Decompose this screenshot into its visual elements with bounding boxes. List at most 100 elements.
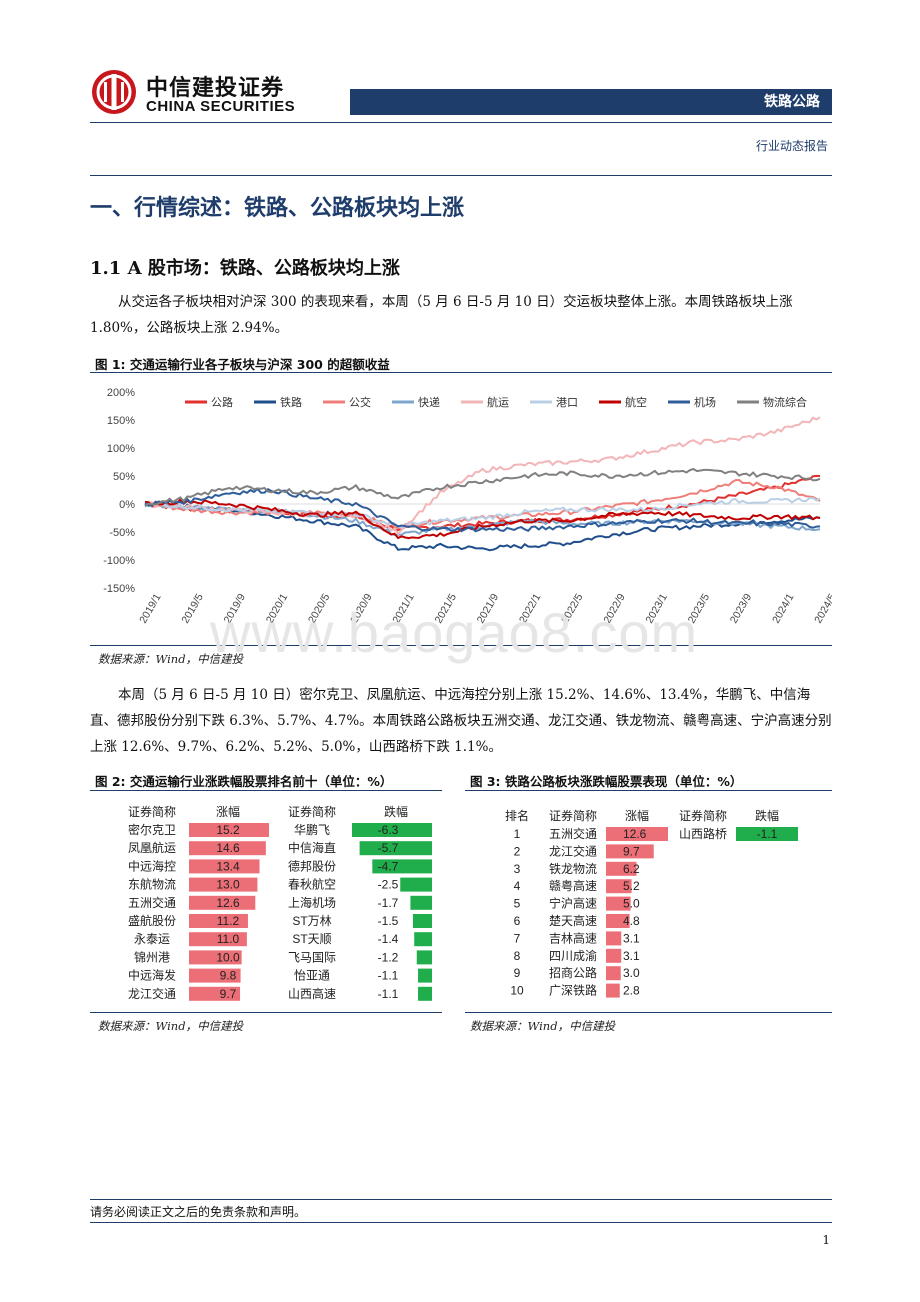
rank-cell: 7 (514, 931, 521, 945)
gainer-value: 9.7 (220, 987, 237, 1001)
gain-value: 4.8 (623, 914, 640, 928)
loser-name: 上海机场 (288, 895, 336, 910)
footer-rule (90, 1199, 832, 1200)
gainer-name: 中远海发 (128, 968, 176, 983)
figure-3-bottom-rule (465, 1012, 832, 1013)
stock-name: 赣粤高速 (549, 878, 597, 893)
gainer-name: 永泰运 (134, 932, 170, 946)
gainer-bar (189, 968, 241, 983)
series-line-8 (144, 467, 821, 507)
figure-1-bottom-rule (90, 645, 832, 646)
figure-1-title: 图 1: 交通运输行业各子板块与沪深 300 的超额收益 (95, 357, 390, 372)
table-header: 涨幅 (625, 808, 649, 823)
gainer-name: 东航物流 (128, 877, 176, 892)
legend-label: 航空 (625, 395, 647, 409)
loser-name: 山西路桥 (679, 826, 727, 841)
legend-label: 公路 (211, 396, 233, 409)
rank-cell: 1 (514, 827, 521, 841)
logo-cn-text: 中信建投证券 (146, 76, 285, 101)
page-number: 1 (822, 1233, 830, 1247)
y-tick-label: 50% (113, 471, 135, 483)
series-line-5 (144, 496, 821, 529)
rank-cell: 4 (514, 879, 521, 893)
gainer-value: 11.2 (217, 914, 240, 928)
loser-value: -1.1 (378, 969, 399, 983)
gainer-name: 五洲交通 (128, 895, 176, 910)
footer-rule-2 (90, 1222, 832, 1223)
legend-label: 港口 (556, 396, 578, 409)
figure-2-top-rule (90, 790, 442, 791)
rank-cell: 9 (514, 966, 521, 980)
gainer-value: 11.0 (217, 932, 240, 946)
gainer-bar (189, 841, 266, 856)
loser-name: 山西高速 (288, 986, 336, 1001)
gainer-name: 龙江交通 (128, 986, 176, 1001)
gain-value: 12.6 (623, 827, 647, 841)
x-tick-label: 2024/5 (812, 592, 832, 626)
gain-bar (606, 948, 622, 963)
y-tick-label: -50% (109, 527, 135, 539)
gain-value: 3.1 (623, 931, 640, 945)
loser-bar (418, 986, 432, 1001)
excess-return-chart-svg: 200% 150% 100% 50% 0% -50% -100% -150%2019/1 201… (103, 387, 839, 626)
legend-label: 航运 (487, 395, 509, 409)
gain-bar (606, 931, 622, 946)
stock-name: 铁龙物流 (549, 862, 597, 876)
gain-bar (606, 896, 631, 911)
header-rule (90, 122, 832, 123)
gain-value: 3.1 (623, 949, 640, 963)
gain-bar (606, 879, 632, 894)
gain-bar (606, 914, 630, 928)
gainer-bar (189, 950, 242, 965)
rank-cell: 6 (514, 914, 521, 928)
loser-name: ST万林 (292, 914, 331, 928)
subsection-heading: 1.1 A 股市场：铁路、公路板块均上涨 (90, 258, 400, 279)
loser-name: 华鹏飞 (294, 823, 330, 837)
gainer-bar (189, 914, 248, 928)
figure-1-top-rule (90, 372, 832, 373)
top-ten-table: 证券简称 涨幅 证券简称 跌幅 密尔克卫 15.2 凤凰航运 14.6 中远海控 13.4 东航物流… (90, 794, 442, 1006)
loser-bar (416, 950, 432, 965)
loser-bar (400, 877, 432, 892)
rank-cell: 10 (510, 984, 524, 998)
table-header: 涨幅 (216, 804, 240, 819)
gainer-value: 15.2 (216, 823, 240, 837)
table-header: 跌幅 (755, 808, 779, 823)
gain-bar (606, 844, 654, 859)
loser-bar (410, 895, 432, 910)
section-banner: 铁路公路 (350, 89, 832, 115)
table-header: 跌幅 (384, 804, 408, 819)
table-header: 证券简称 (549, 808, 597, 823)
gainer-value: 13.0 (216, 878, 240, 892)
gain-bar (606, 861, 637, 876)
legend-label: 公交 (349, 395, 371, 409)
loser-name: 飞马国际 (288, 950, 336, 964)
loser-value: -1.1 (757, 827, 778, 841)
rail-road-table: 排名 证券简称 涨幅 证券简称 跌幅 1 五洲交通 12.6 2 龙江交通 9.7 3 铁龙物流 6.2 4… (465, 794, 832, 1006)
table-header: 证券简称 (288, 804, 336, 819)
loser-bar (372, 859, 432, 874)
rank-cell: 2 (514, 844, 521, 858)
figure-3-title: 图 3: 铁路公路板块涨跌幅股票表现（单位：%） (470, 774, 743, 789)
stock-name: 龙江交通 (549, 843, 597, 858)
excess-return-chart: 200% 150% 100% 50% 0% -50% -100% -150% 2019/1 201… (90, 376, 839, 644)
figure-1-source: 数据来源：Wind，中信建投 (98, 652, 244, 666)
gain-value: 6.2 (623, 862, 640, 876)
loser-value: -1.1 (378, 987, 399, 1001)
legend-label: 铁路 (280, 396, 302, 409)
loser-name: 春秋航空 (288, 877, 336, 892)
gainer-bar (189, 932, 247, 947)
gain-bar (606, 966, 621, 981)
subheader-rule (90, 175, 832, 176)
figure-3-top-rule (465, 790, 832, 791)
y-tick-label: 150% (107, 415, 135, 427)
x-tick-label: 2019/5 (179, 592, 206, 626)
table-header: 证券简称 (128, 804, 176, 819)
y-tick-label: 100% (107, 443, 135, 455)
gainer-name: 凤凰航运 (128, 840, 176, 855)
legend-label: 物流综合 (763, 395, 807, 409)
loser-value: -1.5 (378, 914, 399, 928)
stock-name: 四川成渝 (549, 948, 597, 963)
x-tick-label: 2023/9 (728, 592, 755, 626)
y-tick-label: 200% (107, 387, 135, 399)
